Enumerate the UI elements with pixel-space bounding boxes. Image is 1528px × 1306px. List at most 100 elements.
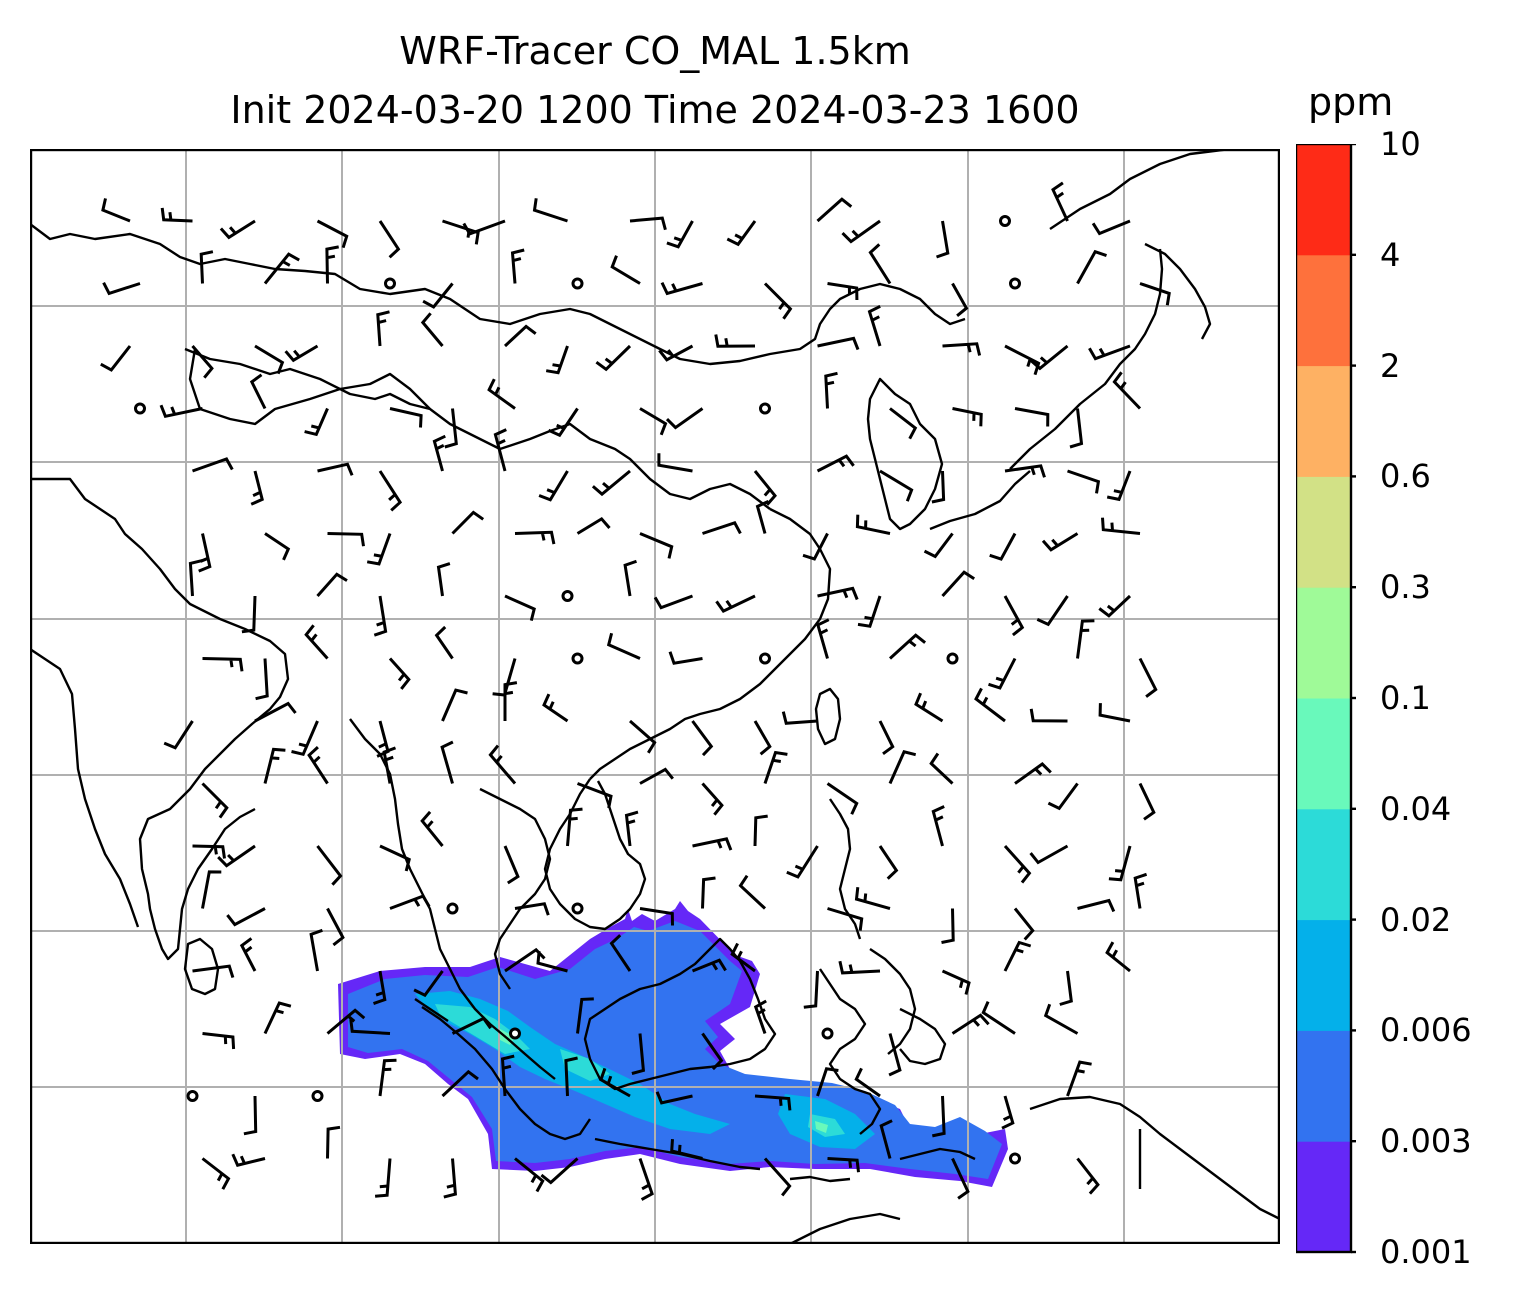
wind-barb [816,454,855,473]
wind-barb [929,752,954,785]
wind-barb [931,1095,946,1138]
map-title-line2: Init 2024-03-20 1200 Time 2024-03-23 160… [230,88,1080,132]
plume-contour-0.006 [415,991,875,1149]
wind-barb [532,198,568,223]
wind-barb [487,378,516,410]
calm-marker [571,902,584,915]
coastline-india [30,477,290,961]
philippines-south [869,948,917,1055]
wind-barb [817,586,859,601]
colorbar-tick-label: 0.6 [1380,457,1431,496]
wind-barb [201,870,222,909]
wind-barb [981,1001,1016,1035]
wind-barb [753,814,768,847]
colorbar-tick-label: 0.3 [1380,568,1431,607]
wind-barb [931,470,946,504]
colorbar-tick-label: 0.006 [1380,1011,1472,1050]
wind-barb [434,625,454,660]
wind-barb [931,805,945,847]
wind-barb [188,559,203,597]
wind-barb [373,595,388,637]
wind-barb [753,720,772,756]
wind-barb [503,324,537,348]
wind-barb [639,532,674,559]
coastline-india-west [30,648,140,928]
wind-barb [379,844,411,872]
wind-barb [610,255,641,285]
wind-barb [316,219,349,249]
wind-barb [199,250,214,284]
wind-barb [538,470,569,502]
wind-barb [576,782,613,809]
map-panel [30,149,1280,1244]
wind-barb [665,407,704,430]
wind-barb [660,281,703,296]
japan-hokkaido [1144,242,1212,340]
colorbar-tick-label: 2 [1380,346,1401,385]
colorbar-block [1296,144,1351,256]
calm-marker [946,652,959,665]
sumatra-west [414,998,449,1022]
wind-barb [192,964,235,979]
colorbar-tick-label: 10 [1380,125,1421,163]
wind-barb [263,1001,292,1035]
wind-barb [540,1157,579,1185]
calm-marker [384,277,396,290]
wind-barb [824,371,838,409]
wind-barb [389,894,431,910]
wind-barb [714,334,756,348]
calm-marker [311,1090,324,1102]
japan-kyushu [929,470,1031,531]
calm-marker [1009,1152,1021,1165]
wind-barb [838,960,881,975]
wind-barb [623,559,637,597]
wind-barb [510,248,525,284]
wind-barb [974,687,1006,723]
wind-barb [1138,782,1156,821]
wind-barb [1088,344,1131,361]
wind-barb [857,595,882,628]
wind-barb [715,594,756,613]
wind-barb [536,950,568,973]
wind-barb [629,216,667,231]
wind-barb [701,782,724,816]
wind-barb [816,618,830,659]
colorbar-block [1296,1141,1351,1253]
wind-barb [1047,782,1079,811]
wind-barb [316,845,343,886]
colorbar: 0.001 0.003 0.006 0.02 0.04 0.1 0.3 0.6 2 4 10 [1296,128,1528,1306]
wind-barb [451,1016,492,1035]
wind-barb [263,252,300,285]
wind-barb [493,428,507,472]
wind-barb [599,1067,631,1098]
sulawesi [819,968,882,1135]
wind-barb [443,1158,457,1199]
co-tracer-plume [338,901,1008,1187]
timor [899,1147,976,1161]
wind-barb [564,1056,578,1097]
wind-barb [855,514,891,535]
calm-marker [134,402,146,415]
wind-barb [730,942,756,973]
wind-barb [1051,181,1069,222]
colorbar-tick-label: 4 [1380,235,1401,274]
wind-barb [1029,344,1069,371]
new-guinea [1029,1095,1280,1221]
wind-barb [754,1094,792,1111]
wind-barb [202,657,244,672]
wind-barb [1003,595,1025,637]
wind-barb [488,744,517,785]
colorbar-block [1296,587,1351,699]
wind-barb [951,282,969,317]
wind-barb [576,516,611,535]
calm-marker [561,590,574,602]
wind-barb [816,1067,839,1097]
wind-barb [841,219,881,244]
wind-barb [936,220,950,259]
wind-barb [658,344,694,362]
wind-barb [606,632,641,660]
wind-barb [254,344,285,375]
wind-barb [1067,469,1101,494]
wind-barb [325,245,339,284]
map-title-line1: WRF-Tracer CO_MAL 1.5km [399,29,911,73]
